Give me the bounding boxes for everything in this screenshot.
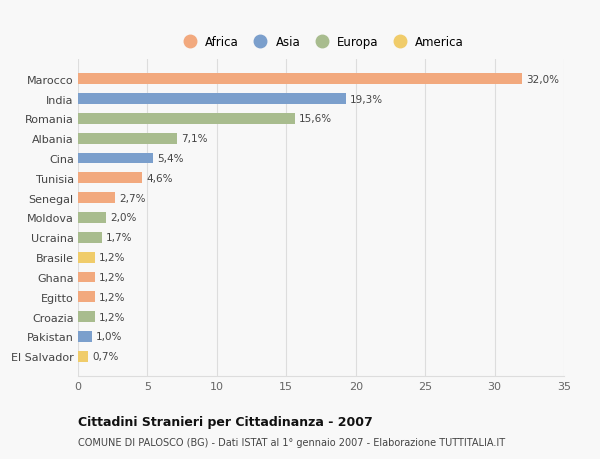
Bar — [78, 74, 523, 85]
Text: 2,0%: 2,0% — [110, 213, 136, 223]
Text: Cittadini Stranieri per Cittadinanza - 2007: Cittadini Stranieri per Cittadinanza - 2… — [78, 415, 373, 428]
Text: 4,6%: 4,6% — [146, 174, 173, 184]
Text: 19,3%: 19,3% — [350, 94, 383, 104]
Text: 1,2%: 1,2% — [99, 292, 125, 302]
Text: 0,7%: 0,7% — [92, 352, 118, 362]
Bar — [78, 173, 142, 184]
Bar — [78, 331, 92, 342]
Bar — [78, 153, 153, 164]
Bar — [78, 351, 88, 362]
Bar — [78, 213, 106, 224]
Bar — [78, 312, 95, 322]
Bar — [78, 272, 95, 283]
Text: 32,0%: 32,0% — [527, 74, 560, 84]
Bar — [78, 292, 95, 302]
Text: 2,7%: 2,7% — [119, 193, 146, 203]
Bar — [78, 114, 295, 124]
Legend: Africa, Asia, Europa, America: Africa, Asia, Europa, America — [176, 34, 466, 51]
Bar — [78, 94, 346, 105]
Bar — [78, 252, 95, 263]
Bar — [78, 134, 176, 144]
Bar — [78, 232, 101, 243]
Text: 1,2%: 1,2% — [99, 252, 125, 263]
Text: 1,7%: 1,7% — [106, 233, 132, 243]
Text: 1,2%: 1,2% — [99, 272, 125, 282]
Bar — [78, 193, 115, 204]
Text: COMUNE DI PALOSCO (BG) - Dati ISTAT al 1° gennaio 2007 - Elaborazione TUTTITALIA: COMUNE DI PALOSCO (BG) - Dati ISTAT al 1… — [78, 437, 505, 447]
Text: 7,1%: 7,1% — [181, 134, 207, 144]
Text: 15,6%: 15,6% — [299, 114, 332, 124]
Text: 1,0%: 1,0% — [96, 332, 122, 342]
Text: 5,4%: 5,4% — [157, 154, 184, 164]
Text: 1,2%: 1,2% — [99, 312, 125, 322]
